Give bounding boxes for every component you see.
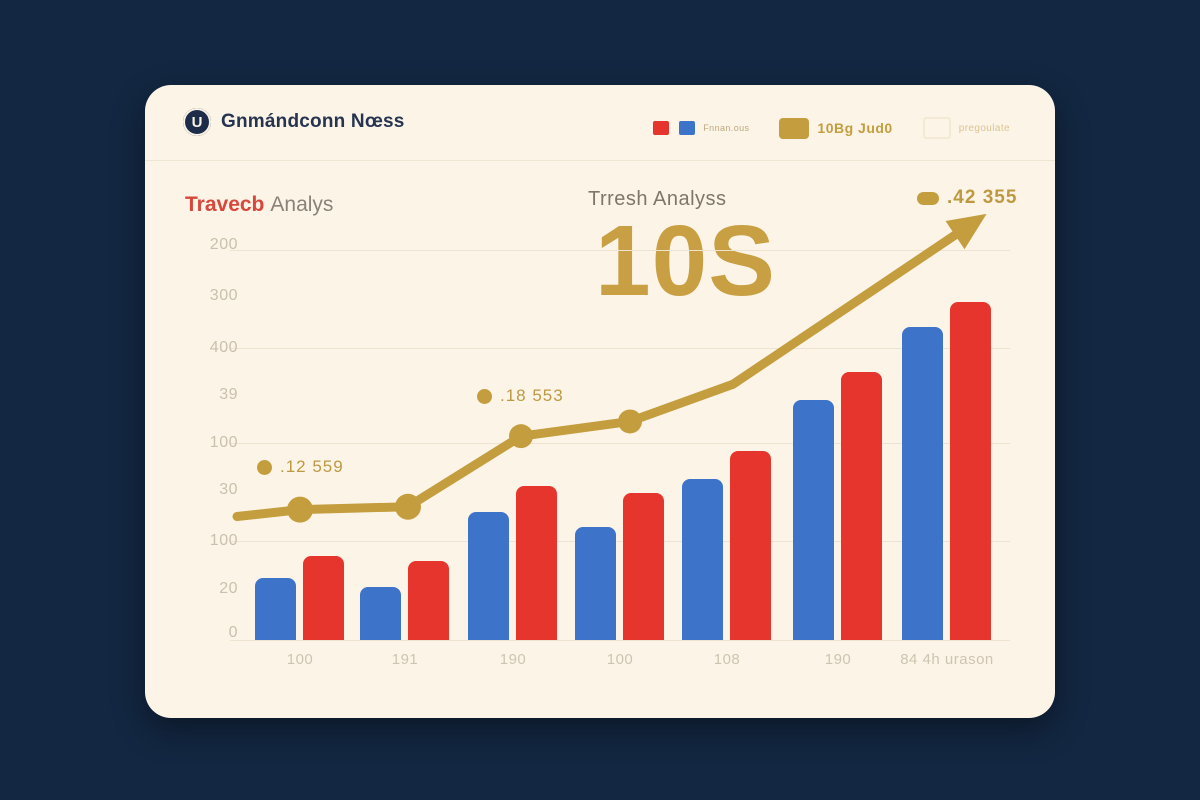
data-point-icon	[917, 191, 939, 205]
red-swatch-icon	[653, 121, 670, 135]
section-title-gray: Analys	[270, 193, 334, 216]
bar-red	[950, 302, 991, 640]
x-axis-tick-label: 100	[286, 651, 314, 668]
line-marker-icon	[287, 496, 313, 523]
y-axis-tick-label: 400	[209, 339, 238, 356]
x-axis-tick-label: 108	[713, 651, 741, 668]
line-marker-icon	[618, 409, 642, 434]
y-axis-tick-label: 100	[209, 532, 238, 549]
data-label-low: .12 559	[257, 457, 344, 477]
x-axis-tick-label: 84 4h urason	[900, 651, 994, 668]
grid-line	[230, 443, 1010, 444]
bar-blue	[575, 527, 616, 640]
y-axis-tick-label: 0	[228, 624, 238, 641]
bar-red	[516, 486, 557, 640]
chart-subtitle: Trresh Analyss	[588, 188, 727, 210]
legend: Fnnan.ous 10Bg Jud0 pregoulate	[653, 117, 1010, 139]
section-title-red: Travecb	[185, 193, 265, 216]
header-divider	[145, 160, 1055, 161]
bar-red	[623, 493, 664, 640]
arrowhead-icon	[945, 213, 987, 250]
section-title: Travecb Analys	[185, 193, 333, 217]
bar-blue	[793, 400, 834, 640]
x-axis-tick-label: 191	[391, 651, 419, 668]
y-axis-tick-label: 100	[209, 434, 238, 451]
y-axis-tick-label: 30	[219, 481, 238, 498]
x-axis-tick-label: 190	[499, 651, 527, 668]
legend-label: pregoulate	[958, 122, 1010, 134]
chart-card: U Gnmándconn Nœss Fnnan.ous 10Bg Jud0 pr…	[145, 85, 1055, 718]
grid-line	[230, 348, 1010, 349]
x-axis-tick-label: 190	[824, 651, 852, 668]
legend-item-outline[interactable]: pregoulate	[922, 117, 1010, 139]
y-axis-tick-label: 20	[219, 580, 238, 597]
bar-blue	[902, 327, 943, 640]
grid-line	[230, 541, 1010, 542]
bar-red	[841, 372, 882, 640]
gold-swatch-icon	[779, 117, 810, 139]
app-title: Gnmándconn Nœss	[221, 111, 405, 132]
bar-blue	[360, 587, 401, 640]
data-point-icon	[477, 388, 492, 404]
grid-line	[230, 640, 1010, 641]
y-axis-tick-label: 39	[219, 386, 238, 403]
data-label-text: .42 355	[947, 187, 1018, 208]
legend-item-line[interactable]: 10Bg Jud0	[779, 117, 893, 139]
bar-red	[730, 451, 771, 640]
data-label-top: .42 355	[917, 187, 1017, 209]
brand-logo-icon: U	[183, 108, 211, 136]
y-axis-tick-label: 300	[209, 287, 238, 304]
bar-blue	[468, 512, 509, 640]
bar-blue	[255, 578, 296, 640]
bar-red	[303, 556, 344, 640]
chart-headline-number: 10S	[595, 205, 776, 317]
data-label-mid: .18 553	[477, 386, 564, 406]
line-marker-icon	[395, 493, 421, 520]
data-point-icon	[257, 459, 272, 475]
bar-blue	[682, 479, 723, 640]
legend-label: 10Bg Jud0	[817, 120, 893, 136]
bar-red	[408, 561, 449, 640]
x-axis-tick-label: 100	[606, 651, 634, 668]
grid-line	[230, 250, 1010, 251]
line-marker-icon	[509, 424, 533, 449]
legend-item-bars[interactable]: Fnnan.ous	[653, 121, 749, 135]
y-axis-tick-label: 200	[209, 236, 238, 253]
outline-swatch-icon	[922, 117, 951, 139]
data-label-text: .18 553	[500, 386, 564, 405]
blue-swatch-icon	[679, 121, 696, 135]
data-label-text: .12 559	[280, 457, 344, 476]
legend-label: Fnnan.ous	[703, 123, 750, 133]
